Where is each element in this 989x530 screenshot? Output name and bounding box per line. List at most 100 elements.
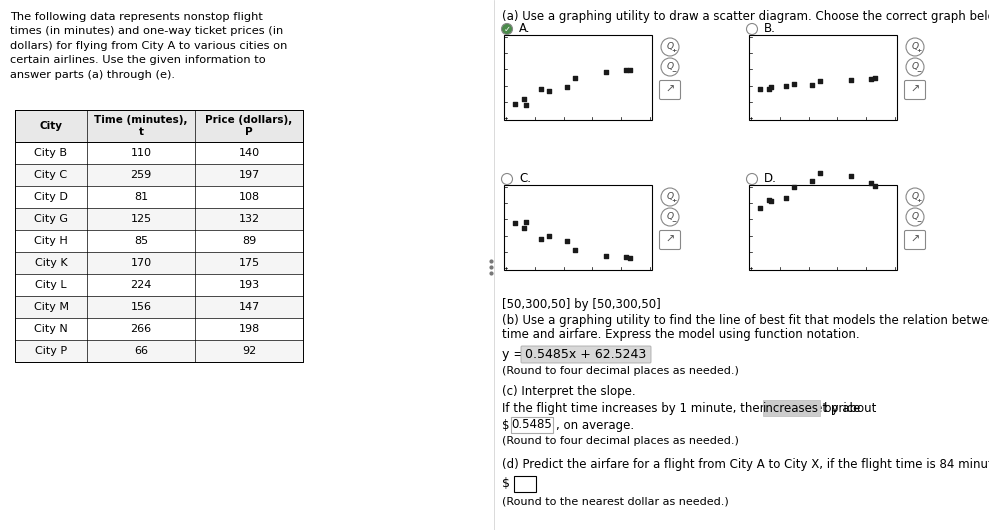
Point: [753, 204, 768, 212]
Text: 85: 85: [134, 236, 148, 246]
Text: +: +: [672, 199, 676, 204]
Point: [844, 76, 859, 84]
Text: $: $: [502, 477, 510, 490]
Point: [863, 179, 879, 188]
Text: −: −: [672, 218, 676, 224]
FancyBboxPatch shape: [763, 400, 820, 416]
Text: −: −: [917, 68, 922, 74]
Text: 147: 147: [238, 302, 260, 312]
Text: 110: 110: [131, 148, 151, 158]
Text: Q: Q: [912, 213, 919, 222]
Text: ✓: ✓: [503, 24, 510, 33]
Text: 175: 175: [238, 258, 259, 268]
Text: City K: City K: [35, 258, 67, 268]
Text: +: +: [917, 199, 922, 204]
Text: 156: 156: [131, 302, 151, 312]
Bar: [15, 318, 303, 340]
Text: City N: City N: [35, 324, 68, 334]
Text: 197: 197: [238, 170, 260, 180]
Circle shape: [906, 188, 924, 206]
Point: [777, 194, 793, 202]
Text: The following data represents nonstop flight
times (in minutes) and one-way tick: The following data represents nonstop fl…: [10, 12, 288, 80]
Point: [533, 85, 549, 93]
Text: City H: City H: [35, 236, 68, 246]
Bar: [15, 142, 303, 164]
Point: [863, 75, 879, 83]
Point: [764, 197, 779, 205]
Bar: [749, 185, 897, 270]
Text: (c) Interpret the slope.: (c) Interpret the slope.: [502, 385, 636, 398]
Text: If the flight time increases by 1 minute, then the ticket price: If the flight time increases by 1 minute…: [502, 402, 860, 415]
Text: Q: Q: [912, 42, 919, 51]
Text: Q: Q: [667, 63, 674, 72]
Text: D.: D.: [764, 172, 777, 185]
FancyBboxPatch shape: [511, 417, 553, 433]
Point: [507, 100, 523, 109]
Text: 140: 140: [238, 148, 259, 158]
Bar: [15, 110, 303, 362]
Text: City C: City C: [35, 170, 67, 180]
Text: (d) Predict the airfare for a flight from City A to City X, if the flight time i: (d) Predict the airfare for a flight fro…: [502, 458, 989, 471]
Text: 170: 170: [131, 258, 151, 268]
Point: [559, 237, 575, 245]
Bar: [15, 230, 303, 252]
Text: increases: increases: [763, 402, 819, 414]
Text: 193: 193: [238, 280, 259, 290]
Point: [867, 182, 883, 190]
Text: time and airfare. Express the model using function notation.: time and airfare. Express the model usin…: [502, 328, 859, 341]
Text: City D: City D: [34, 192, 68, 202]
Point: [786, 80, 802, 88]
Point: [867, 74, 883, 83]
Bar: [504, 35, 652, 120]
Bar: [15, 340, 303, 362]
Text: (Round to four decimal places as needed.): (Round to four decimal places as needed.…: [502, 436, 739, 446]
Bar: [15, 274, 303, 296]
Point: [518, 101, 534, 110]
Text: 66: 66: [134, 346, 148, 356]
Point: [622, 66, 638, 74]
Bar: [514, 476, 536, 492]
Text: Time (minutes),
t: Time (minutes), t: [94, 115, 188, 137]
Text: [50,300,50] by [50,300,50]: [50,300,50] by [50,300,50]: [502, 298, 661, 311]
Point: [541, 87, 557, 96]
Text: 266: 266: [131, 324, 151, 334]
Text: +: +: [672, 49, 676, 54]
Text: City M: City M: [34, 302, 68, 312]
Point: [507, 219, 523, 227]
Point: [844, 172, 859, 180]
Point: [812, 169, 828, 177]
Point: [598, 67, 614, 76]
Text: , on average.: , on average.: [556, 419, 634, 432]
Bar: [15, 110, 303, 142]
Text: 125: 125: [131, 214, 151, 224]
Text: ↗: ↗: [910, 235, 920, 245]
Circle shape: [906, 208, 924, 226]
Text: City L: City L: [36, 280, 67, 290]
Text: City G: City G: [34, 214, 68, 224]
Text: 108: 108: [238, 192, 259, 202]
Point: [533, 235, 549, 243]
Text: City B: City B: [35, 148, 67, 158]
Point: [568, 73, 584, 82]
Text: $: $: [502, 419, 513, 432]
Circle shape: [501, 23, 512, 34]
Point: [764, 83, 779, 92]
Text: ↗: ↗: [910, 85, 920, 95]
Text: 259: 259: [131, 170, 151, 180]
Text: y =: y =: [502, 348, 528, 361]
Point: [786, 182, 802, 191]
Point: [559, 82, 575, 91]
Bar: [15, 296, 303, 318]
Text: ↗: ↗: [666, 85, 674, 95]
Circle shape: [661, 38, 679, 56]
FancyBboxPatch shape: [521, 346, 651, 363]
Text: (b) Use a graphing utility to find the line of best fit that models the relation: (b) Use a graphing utility to find the l…: [502, 314, 989, 327]
Text: by about: by about: [824, 402, 876, 415]
Circle shape: [906, 38, 924, 56]
Text: 198: 198: [238, 324, 260, 334]
FancyBboxPatch shape: [905, 81, 926, 100]
Text: 224: 224: [131, 280, 151, 290]
Circle shape: [906, 58, 924, 76]
Bar: [15, 164, 303, 186]
Text: 81: 81: [134, 192, 148, 202]
